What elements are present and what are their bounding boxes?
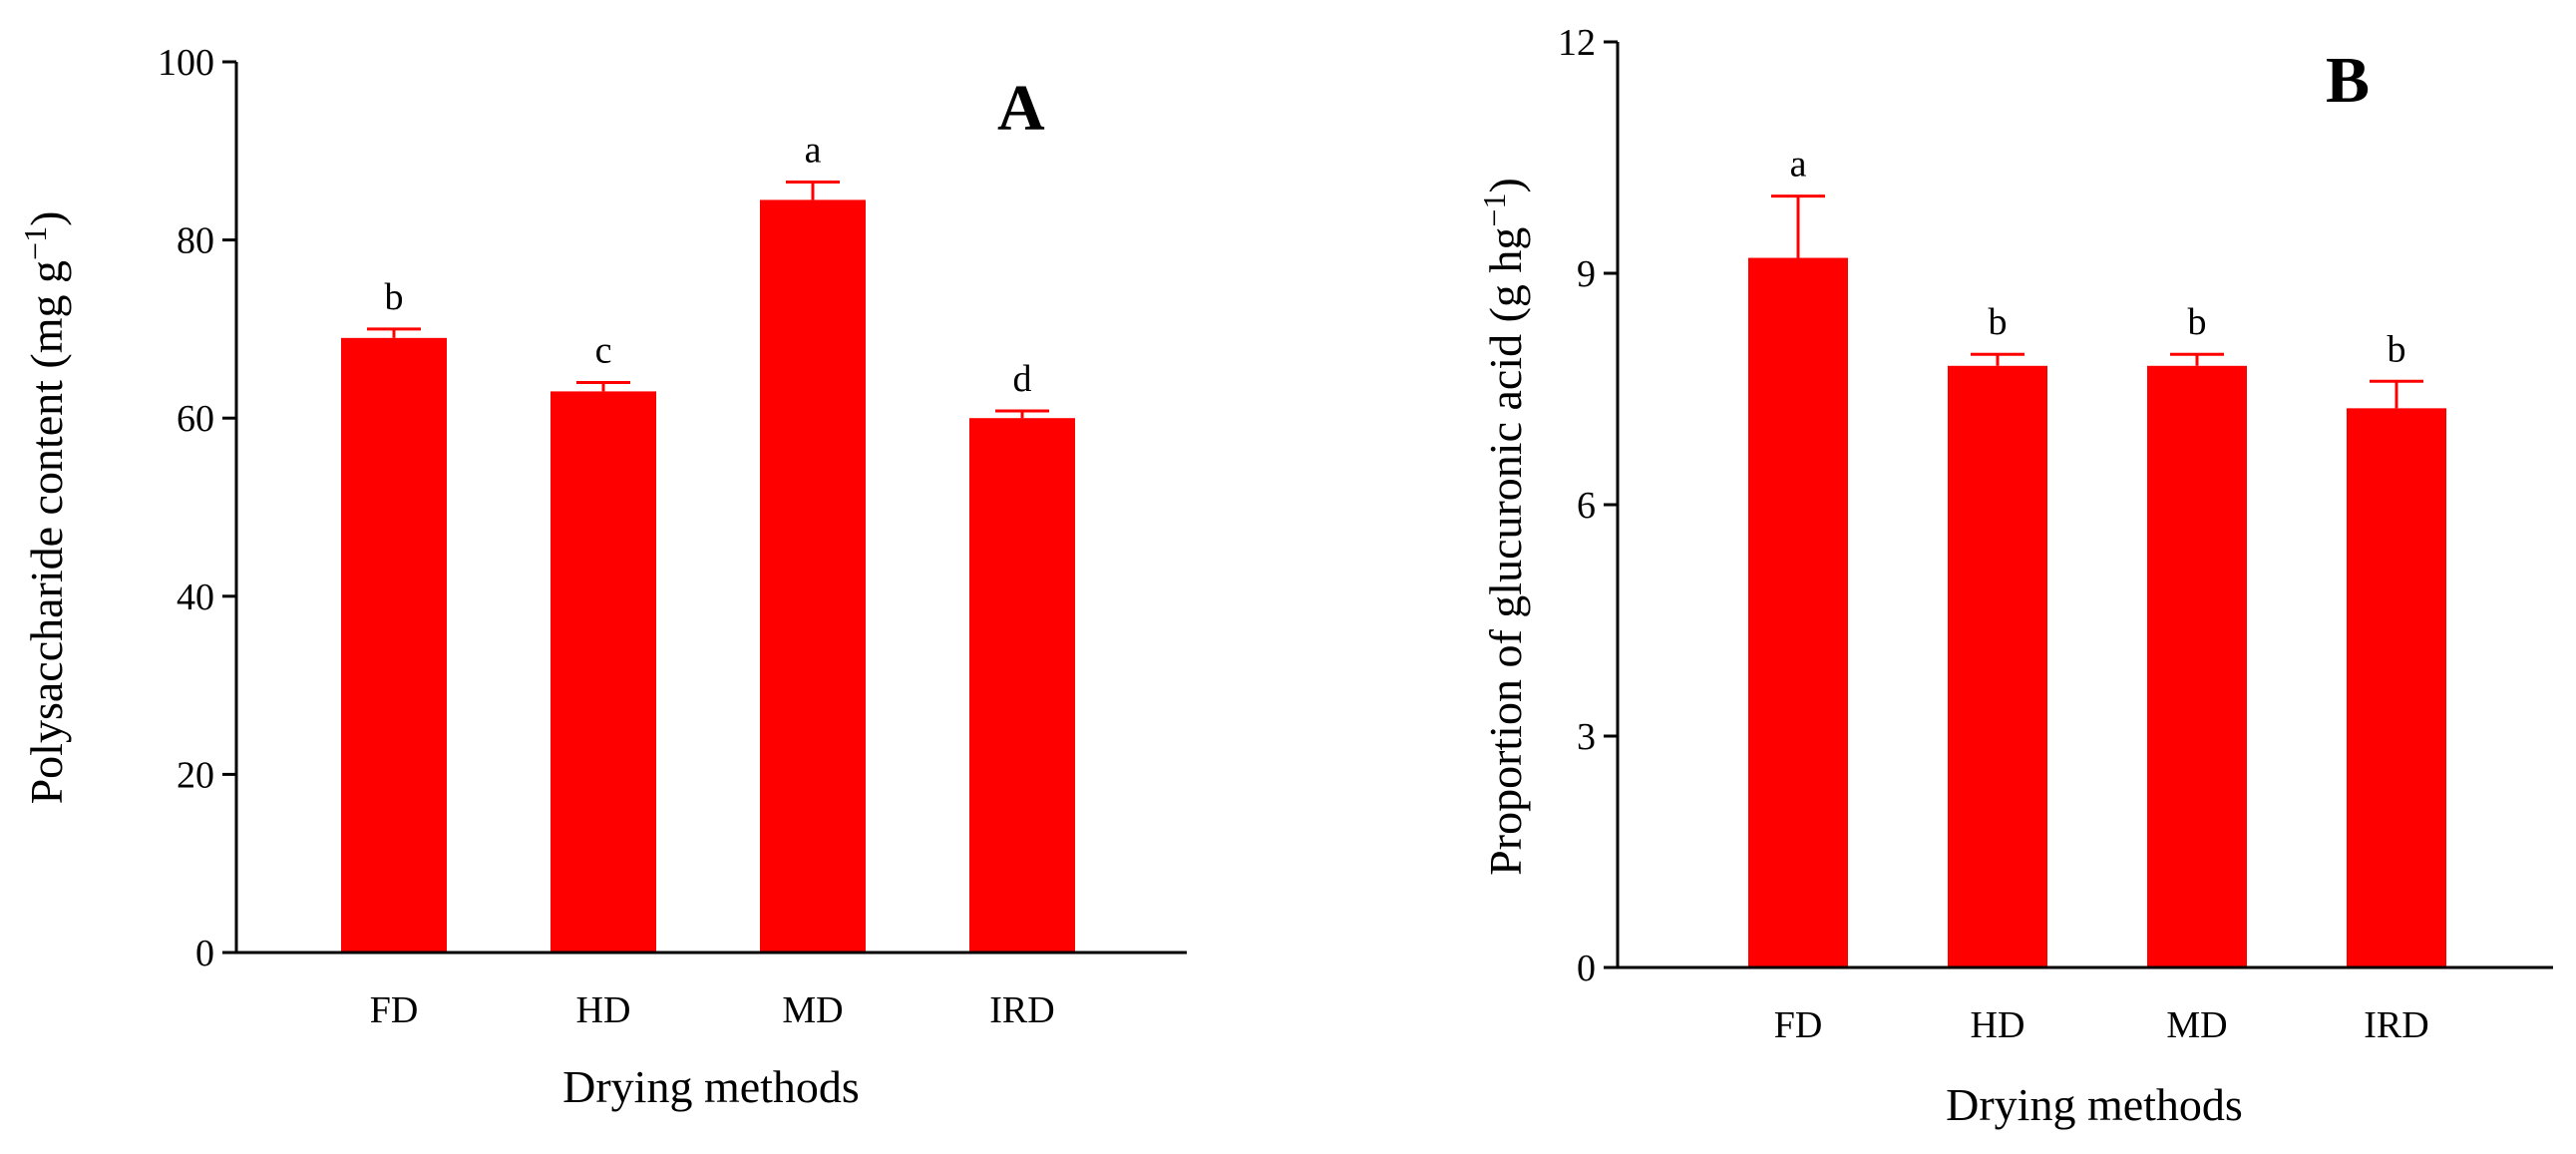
y-tick-label: 9 <box>1577 253 1596 295</box>
error-bar-group <box>1771 194 2423 409</box>
significance-letter-group: b c a d <box>385 130 1032 401</box>
x-tick-label: HD <box>1971 1004 2025 1046</box>
x-axis-title: Drying methods <box>1946 1079 2243 1130</box>
x-axis-title: Drying methods <box>562 1061 860 1112</box>
significance-letter: a <box>805 130 822 172</box>
y-axis-title: Proportion of glucuronic acid (g hg−1) <box>1476 178 1531 876</box>
y-axis-title-main: Proportion of glucuronic acid (g hg <box>1480 227 1531 876</box>
panel-letter: B <box>2326 44 2370 117</box>
y-tick-group: 0 20 40 60 80 100 <box>158 42 236 974</box>
x-category-group: FD HD MD IRD <box>1774 1004 2429 1046</box>
error-bar-group <box>367 181 1049 419</box>
x-tick-label: IRD <box>989 989 1054 1031</box>
y-tick-label: 100 <box>158 42 214 84</box>
y-tick-label: 60 <box>177 398 214 440</box>
y-tick-label: 3 <box>1577 716 1596 758</box>
significance-letter: b <box>385 276 404 318</box>
x-category-group: FD HD MD IRD <box>370 989 1055 1031</box>
significance-letter: d <box>1013 358 1032 400</box>
x-tick-label: FD <box>1774 1004 1823 1046</box>
bar-fd <box>1748 257 1848 967</box>
bar-md <box>760 199 866 954</box>
significance-letter: b <box>1989 301 2008 343</box>
chart-panel-b: 0 3 6 9 12 FD HD MD IRD a b b b B Drying methods P… <box>1476 22 2553 1130</box>
y-axis-title-close: ) <box>1480 178 1531 192</box>
significance-letter: b <box>2388 328 2406 370</box>
bar-ird <box>969 418 1075 953</box>
bar-ird <box>2347 408 2446 967</box>
significance-letter-group: a b b b <box>1790 144 2406 371</box>
bar-hd <box>1948 365 2047 967</box>
significance-letter: c <box>595 329 612 371</box>
y-axis-title-superscript: −1 <box>1476 193 1512 227</box>
bar-fd <box>341 337 447 954</box>
panel-letter: A <box>997 72 1045 145</box>
y-tick-label: 80 <box>177 220 214 262</box>
bar-group <box>341 199 1075 954</box>
bar-group <box>1748 257 2446 967</box>
significance-letter: a <box>1790 144 1807 186</box>
chart-panel-a: 0 20 40 60 80 100 FD HD MD IRD b c a d A Drying met… <box>17 42 1187 1112</box>
y-tick-label: 12 <box>1558 22 1596 64</box>
y-axis-title-close: ) <box>21 211 72 226</box>
y-axis-title: Polysaccharide content (mg g−1) <box>17 211 72 805</box>
y-axis-title-main: Polysaccharide content (mg g <box>21 260 72 804</box>
x-tick-label: IRD <box>2364 1004 2428 1046</box>
y-tick-group: 0 3 6 9 12 <box>1558 22 1618 989</box>
y-axis-title-superscript: −1 <box>17 226 53 260</box>
x-tick-label: MD <box>782 989 843 1031</box>
y-tick-label: 20 <box>177 754 214 796</box>
y-tick-label: 0 <box>195 933 214 974</box>
y-tick-label: 40 <box>177 577 214 618</box>
x-tick-label: MD <box>2166 1004 2227 1046</box>
x-tick-label: FD <box>370 989 419 1031</box>
bar-hd <box>551 391 656 953</box>
y-tick-label: 0 <box>1577 948 1596 989</box>
y-tick-label: 6 <box>1577 485 1596 527</box>
significance-letter: b <box>2188 301 2207 343</box>
x-tick-label: HD <box>576 989 631 1031</box>
axes <box>234 62 1187 955</box>
bar-md <box>2147 365 2247 967</box>
